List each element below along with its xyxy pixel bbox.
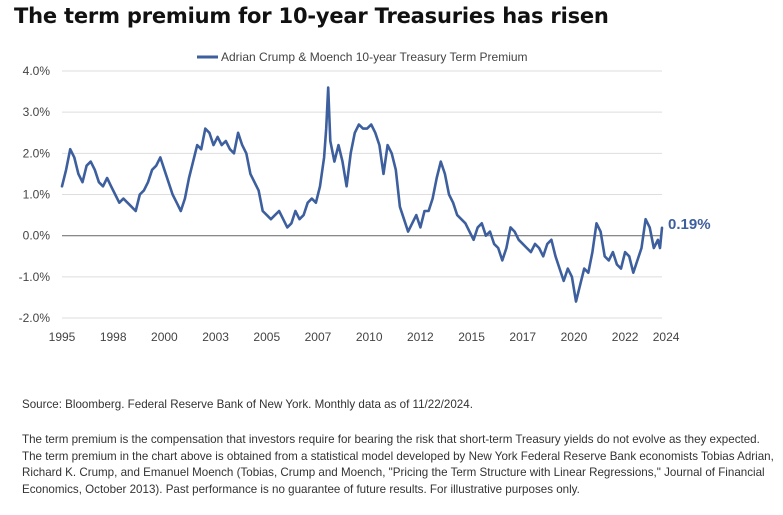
term-premium-line-chart: 4.0% 3.0% 2.0% 1.0% 0.0% -1.0% -2.0% 1995 1998 2… <box>19 50 711 344</box>
y-tick-label: 0.0% <box>23 229 51 243</box>
x-tick-label: 2022 <box>612 330 639 344</box>
x-axis-ticks: 1995 1998 2000 2003 2005 2007 2010 2012 2015 2017… <box>49 330 680 344</box>
series-line-term-premium <box>60 86 664 303</box>
x-tick-label: 2024 <box>653 330 680 344</box>
x-tick-label: 2017 <box>509 330 536 344</box>
source-note: Source: Bloomberg. Federal Reserve Bank … <box>22 398 473 411</box>
y-tick-label: 4.0% <box>23 64 51 78</box>
end-value-label: 0.19% <box>668 216 711 233</box>
x-tick-label: 2000 <box>151 330 178 344</box>
x-tick-label: 2005 <box>253 330 280 344</box>
x-tick-label: 2020 <box>561 330 588 344</box>
y-tick-label: -2.0% <box>19 311 51 325</box>
x-tick-label: 1995 <box>49 330 76 344</box>
x-tick-label: 2012 <box>407 330 434 344</box>
y-tick-label: 2.0% <box>23 146 51 160</box>
y-tick-label: 1.0% <box>23 188 51 202</box>
x-tick-label: 2007 <box>305 330 332 344</box>
x-tick-label: 2010 <box>356 330 383 344</box>
x-tick-label: 2015 <box>458 330 485 344</box>
legend-label: Adrian Crump & Moench 10-year Treasury T… <box>221 50 528 64</box>
grid-lines <box>62 70 662 319</box>
legend: Adrian Crump & Moench 10-year Treasury T… <box>197 50 528 64</box>
y-tick-label: -1.0% <box>19 270 51 284</box>
x-tick-label: 2003 <box>202 330 229 344</box>
chart-title: The term premium for 10-year Treasuries … <box>14 4 609 28</box>
footnote-text: The term premium is the compensation tha… <box>22 433 774 496</box>
y-axis-ticks: 4.0% 3.0% 2.0% 1.0% 0.0% -1.0% -2.0% <box>19 64 51 325</box>
y-tick-label: 3.0% <box>23 105 51 119</box>
x-tick-label: 1998 <box>100 330 127 344</box>
